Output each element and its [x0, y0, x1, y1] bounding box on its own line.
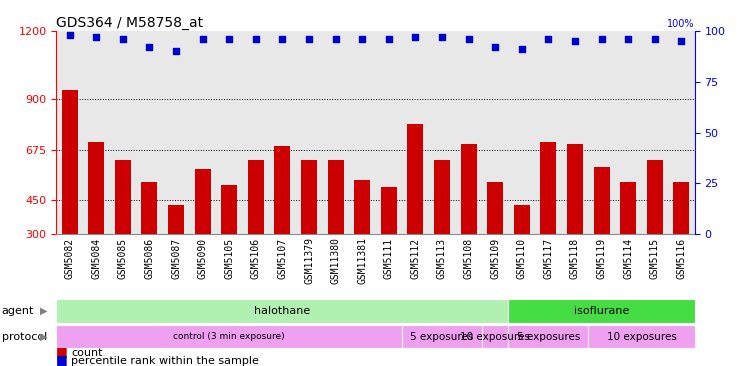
Text: protocol: protocol [2, 332, 47, 341]
Text: GSM5109: GSM5109 [490, 238, 500, 279]
Text: GSM5086: GSM5086 [144, 238, 155, 279]
Text: GSM5117: GSM5117 [544, 238, 553, 279]
Text: GSM5107: GSM5107 [277, 238, 288, 279]
Point [143, 44, 155, 50]
Text: GSM5115: GSM5115 [650, 238, 660, 279]
Bar [115, 160, 131, 302]
Point [117, 36, 129, 42]
Text: 10 exposures: 10 exposures [460, 332, 530, 341]
Text: GSM5108: GSM5108 [463, 238, 474, 279]
Point [223, 36, 235, 42]
Point [383, 36, 395, 42]
Text: count: count [71, 348, 103, 358]
Text: 5 exposures: 5 exposures [410, 332, 474, 341]
Bar [381, 187, 397, 302]
Point [596, 36, 608, 42]
Point [170, 48, 182, 54]
Text: GSM5087: GSM5087 [171, 238, 181, 279]
Bar [56, 299, 508, 323]
Point [542, 36, 554, 42]
Point [197, 36, 209, 42]
Bar [674, 182, 689, 302]
Text: GSM11380: GSM11380 [330, 238, 341, 284]
Text: GSM5113: GSM5113 [437, 238, 447, 279]
Bar [434, 160, 450, 302]
Text: GSM5106: GSM5106 [251, 238, 261, 279]
Text: percentile rank within the sample: percentile rank within the sample [71, 356, 259, 366]
Point [569, 38, 581, 44]
Bar [56, 325, 402, 348]
Text: GSM5116: GSM5116 [677, 238, 686, 279]
Bar [508, 325, 588, 348]
Bar [588, 325, 695, 348]
Point [622, 36, 634, 42]
Bar [141, 182, 158, 302]
Text: GSM5114: GSM5114 [623, 238, 633, 279]
Point [90, 34, 102, 40]
Text: GSM11379: GSM11379 [304, 238, 314, 284]
Text: GSM5112: GSM5112 [410, 238, 421, 279]
Text: control (3 min exposure): control (3 min exposure) [173, 332, 285, 341]
Text: GDS364 / M58758_at: GDS364 / M58758_at [56, 16, 204, 30]
Bar [460, 144, 477, 302]
Bar [195, 169, 210, 302]
Point [463, 36, 475, 42]
Bar [301, 160, 317, 302]
Bar [402, 325, 482, 348]
Bar [567, 144, 583, 302]
Text: halothane: halothane [255, 306, 310, 316]
Point [489, 44, 501, 50]
Bar [541, 142, 556, 302]
Text: agent: agent [2, 306, 34, 316]
Bar [274, 146, 291, 302]
Bar [514, 205, 529, 302]
Bar [354, 180, 370, 302]
Point [276, 36, 288, 42]
Bar [248, 160, 264, 302]
Text: GSM5118: GSM5118 [570, 238, 580, 279]
Text: 5 exposures: 5 exposures [517, 332, 580, 341]
Text: GSM5084: GSM5084 [91, 238, 101, 279]
Text: 100%: 100% [667, 19, 695, 29]
Text: ■: ■ [56, 345, 68, 358]
Text: ■: ■ [56, 353, 68, 366]
Bar [89, 142, 104, 302]
Point [675, 38, 687, 44]
Text: GSM5111: GSM5111 [384, 238, 394, 279]
Point [250, 36, 262, 42]
Bar [620, 182, 636, 302]
Point [64, 32, 76, 38]
Text: GSM5090: GSM5090 [198, 238, 207, 279]
Bar [168, 205, 184, 302]
Bar [222, 184, 237, 302]
Bar [62, 90, 77, 302]
Bar [482, 325, 508, 348]
Text: GSM5085: GSM5085 [118, 238, 128, 279]
Point [516, 46, 528, 52]
Bar [647, 160, 663, 302]
Point [409, 34, 421, 40]
Text: GSM5105: GSM5105 [225, 238, 234, 279]
Point [330, 36, 342, 42]
Bar [408, 124, 424, 302]
Text: GSM5110: GSM5110 [517, 238, 526, 279]
Point [356, 36, 368, 42]
Text: isoflurane: isoflurane [574, 306, 629, 316]
Bar [487, 182, 503, 302]
Text: GSM5082: GSM5082 [65, 238, 74, 279]
Text: ▶: ▶ [40, 306, 47, 316]
Bar [508, 299, 695, 323]
Point [303, 36, 315, 42]
Text: GSM5119: GSM5119 [596, 238, 607, 279]
Bar [593, 167, 610, 302]
Text: ▶: ▶ [40, 332, 47, 341]
Text: 10 exposures: 10 exposures [607, 332, 677, 341]
Point [649, 36, 661, 42]
Bar [327, 160, 344, 302]
Point [436, 34, 448, 40]
Text: GSM11381: GSM11381 [357, 238, 367, 284]
